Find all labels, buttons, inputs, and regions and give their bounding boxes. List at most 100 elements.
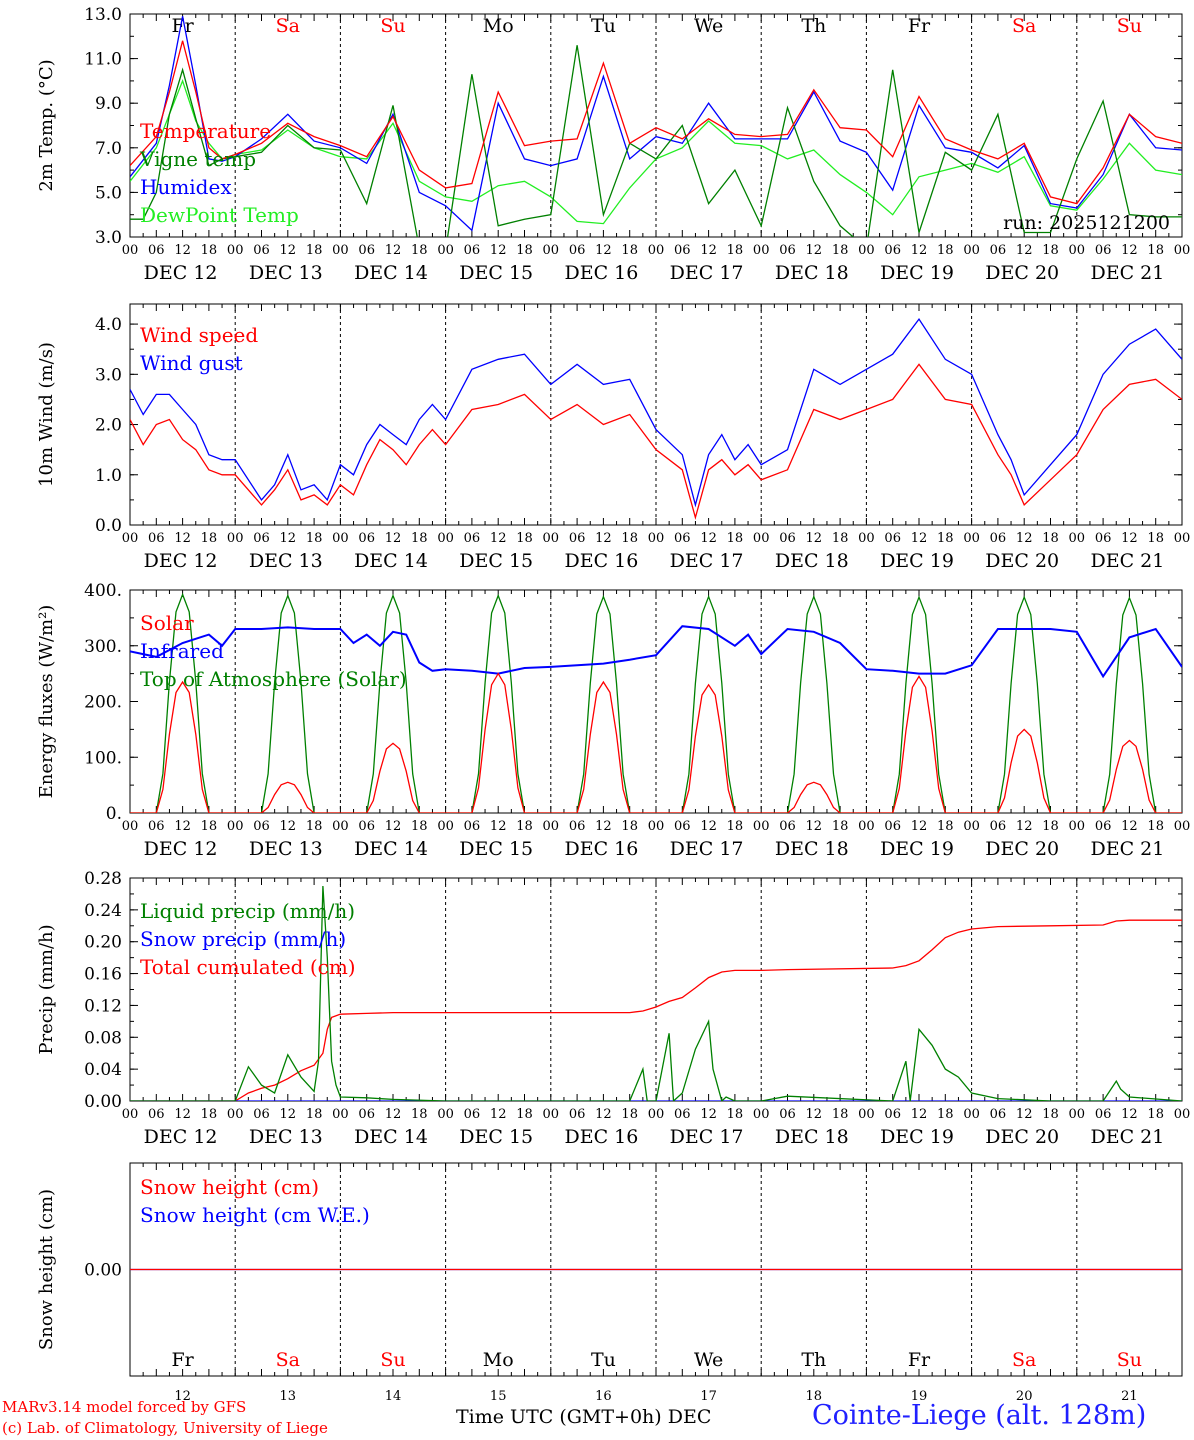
hour-tick-label: 18 xyxy=(1042,531,1059,546)
hour-tick-label: 12 xyxy=(1016,1107,1033,1122)
date-label: DEC 15 xyxy=(459,550,533,572)
hour-tick-label: 00 xyxy=(543,819,560,834)
hour-tick-label: 06 xyxy=(779,243,796,258)
hour-tick-label: 00 xyxy=(753,819,770,834)
hour-tick-label: 00 xyxy=(1069,243,1086,258)
hour-tick-label: 00 xyxy=(858,531,875,546)
hour-tick-label: 06 xyxy=(464,819,481,834)
hour-tick-label: 12 xyxy=(174,243,191,258)
hour-tick-label: 18 xyxy=(621,243,638,258)
hour-tick-label: 12 xyxy=(280,531,297,546)
hour-tick-label: 18 xyxy=(411,819,428,834)
y-axis-label: Energy fluxes (W/m²) xyxy=(36,605,57,799)
weekday-label: Tu xyxy=(591,15,616,37)
y-tick-label: 0.20 xyxy=(84,933,122,953)
hour-tick-label: 00 xyxy=(122,1107,139,1122)
series-line-temperature xyxy=(130,40,1182,205)
hour-tick-label: 00 xyxy=(1069,531,1086,546)
hour-tick-label: 00 xyxy=(648,819,665,834)
date-label: DEC 20 xyxy=(985,1126,1059,1148)
date-label: DEC 18 xyxy=(775,838,849,860)
date-label: DEC 12 xyxy=(144,838,218,860)
credit-line-2: (c) Lab. of Climatology, University of L… xyxy=(2,1419,328,1437)
hour-tick-label: 06 xyxy=(779,1107,796,1122)
series-group xyxy=(130,592,1182,813)
y-tick-label: 0.12 xyxy=(84,996,122,1016)
series-line-infrared xyxy=(130,625,1182,679)
date-label: DEC 14 xyxy=(354,838,428,860)
hour-tick-label: 12 xyxy=(1016,819,1033,834)
hour-tick-label: 12 xyxy=(1121,1107,1138,1122)
hour-tick-label: 00 xyxy=(858,243,875,258)
legend-entry: Temperature xyxy=(140,119,271,143)
y-tick-label: 0. xyxy=(106,804,122,824)
hour-tick-label: 06 xyxy=(779,531,796,546)
date-label: DEC 21 xyxy=(1090,1126,1164,1148)
hour-tick-label: 12 xyxy=(1121,819,1138,834)
hour-tick-label: 06 xyxy=(884,819,901,834)
run-label: run: 2025121200 xyxy=(1003,212,1170,234)
hour-tick-label: 12 xyxy=(911,1107,928,1122)
weekday-label: Tu xyxy=(591,1349,616,1371)
legend-entry: Snow height (cm) xyxy=(140,1175,319,1199)
y-tick-label: 13.0 xyxy=(84,5,122,25)
hour-tick-label: 18 xyxy=(306,243,323,258)
hour-tick-label: 00 xyxy=(858,1107,875,1122)
date-label: DEC 18 xyxy=(775,1126,849,1148)
hour-tick-label: 06 xyxy=(990,1107,1007,1122)
series-line-wind-gust xyxy=(130,317,1182,508)
hour-tick-label: 18 xyxy=(1042,819,1059,834)
panel-temp: 3.0 5.0 7.0 9.0 11.0 13.0 2m Temp. (°C) 00 06 12 1… xyxy=(36,5,1190,284)
legend-entry: Snow height (cm W.E.) xyxy=(140,1203,370,1227)
y-tick-label: 300. xyxy=(84,637,122,657)
hour-tick-label: 18 xyxy=(1147,1107,1164,1122)
hour-tick-label: 12 xyxy=(385,1107,402,1122)
hour-tick-label: 06 xyxy=(674,531,691,546)
hour-tick-label: 18 xyxy=(201,243,218,258)
y-tick-label: 0.0 xyxy=(95,516,122,536)
weekday-label: Su xyxy=(380,1349,405,1371)
hour-tick-label: 18 xyxy=(832,819,849,834)
weekday-label: Su xyxy=(380,15,405,37)
date-label: DEC 16 xyxy=(564,262,638,284)
hour-tick-label: 00 xyxy=(858,819,875,834)
hour-tick-label: 12 xyxy=(280,1107,297,1122)
hour-tick-label: 00 xyxy=(227,243,244,258)
date-label: DEC 18 xyxy=(775,550,849,572)
weekday-label: Fr xyxy=(908,15,931,37)
weekday-label: Fr xyxy=(171,15,194,37)
hour-tick-label: 18 xyxy=(937,531,954,546)
hour-tick-label: 18 xyxy=(1147,531,1164,546)
station-label: Cointe-Liege (alt. 128m) xyxy=(812,1400,1147,1431)
hour-tick-label: 12 xyxy=(1016,243,1033,258)
hour-tick-label: 18 xyxy=(201,531,218,546)
date-label: DEC 20 xyxy=(985,262,1059,284)
hour-tick-label: 06 xyxy=(569,531,586,546)
legend-entry: Liquid precip (mm/h) xyxy=(140,899,355,923)
y-tick-label: 1.0 xyxy=(95,466,122,486)
date-label: DEC 19 xyxy=(880,550,954,572)
legend-entry: Snow precip (mm/h) xyxy=(140,927,346,951)
weekday-label: Mo xyxy=(483,15,514,37)
hour-tick-label: 00 xyxy=(332,531,349,546)
series-group xyxy=(130,317,1182,520)
hour-tick-label: 12 xyxy=(806,243,823,258)
hour-tick-label: 00 xyxy=(1069,819,1086,834)
hour-tick-label: 06 xyxy=(253,819,270,834)
hour-tick-label: 06 xyxy=(990,819,1007,834)
hour-tick-label: 12 xyxy=(595,531,612,546)
series-group xyxy=(130,16,1182,237)
date-label: DEC 12 xyxy=(144,1126,218,1148)
y-tick-label: 2.0 xyxy=(95,416,122,436)
panel-wind: 0.0 1.0 2.0 3.0 4.0 10m Wind (m/s) 00 06 12 18 00 0… xyxy=(36,303,1190,572)
hour-tick-label: 18 xyxy=(1147,243,1164,258)
day-number-label: 14 xyxy=(385,1389,402,1404)
hour-tick-label: 12 xyxy=(385,531,402,546)
hour-tick-label: 06 xyxy=(253,1107,270,1122)
hour-tick-label: 00 xyxy=(648,243,665,258)
date-label: DEC 17 xyxy=(670,838,744,860)
weekday-label: Mo xyxy=(483,1349,514,1371)
hour-tick-label: 06 xyxy=(1095,243,1112,258)
day-number-label: 18 xyxy=(806,1389,823,1404)
